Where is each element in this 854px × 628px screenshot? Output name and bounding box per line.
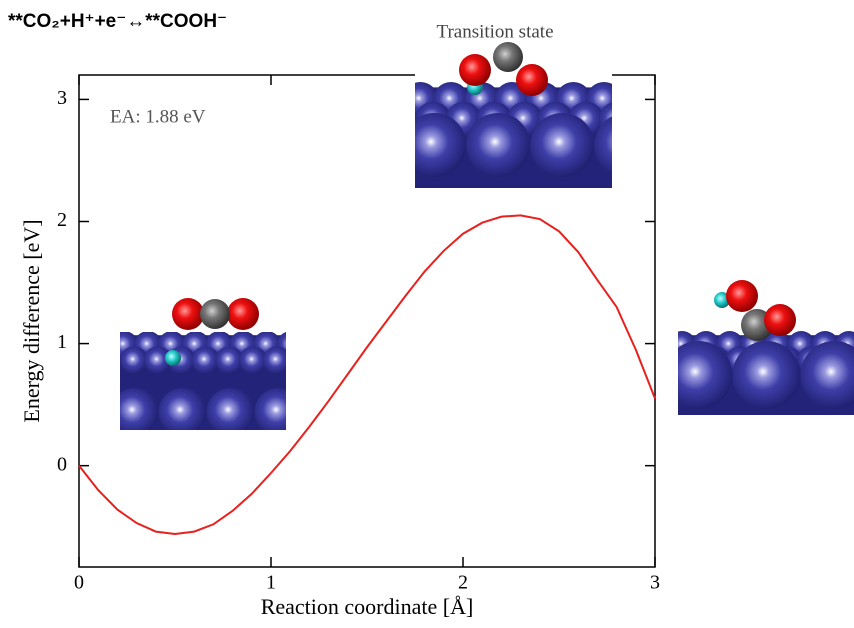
atom [263,346,291,374]
atom [664,341,732,409]
atom [466,113,530,177]
slab [110,331,305,436]
y-tick-label: 2 [57,209,67,231]
atom [227,298,259,330]
atom [459,54,491,86]
atom [732,341,800,409]
atom [402,113,466,177]
atom [493,42,523,72]
structure-images [110,42,854,470]
atom [516,64,548,96]
x-tick-label: 1 [266,572,276,594]
atom [530,113,594,177]
annotation: EA: 1.88 eV [110,106,206,127]
annotation: Transition state [437,21,554,42]
atom [726,280,758,312]
atom [172,298,204,330]
structure-image [664,280,854,470]
y-tick-label: 3 [57,87,67,109]
x-axis-label: Reaction coordinate [Å] [261,594,474,619]
chart: 0 1 2 3 0 1 2 3 **CO₂+H⁺+e⁻↔**COOH⁻ Transition … [0,0,854,628]
x-tick-label: 0 [74,572,84,594]
slab [402,82,658,227]
atom [764,304,796,336]
atom [110,388,158,436]
atom [158,388,206,436]
slab [664,331,854,470]
atom [594,113,658,177]
x-tick-label: 2 [458,572,468,594]
atom [165,350,181,366]
y-axis-label: Energy difference [eV] [19,219,44,422]
atom [206,388,254,436]
atom [200,299,230,329]
x-tick-label: 3 [650,572,660,594]
y-tick-label: 0 [57,453,67,475]
atom [254,388,302,436]
structure-image [402,42,658,227]
chart-title: **CO₂+H⁺+e⁻↔**COOH⁻ [8,11,227,32]
y-tick-label: 1 [57,331,67,353]
structure-image [110,298,305,436]
